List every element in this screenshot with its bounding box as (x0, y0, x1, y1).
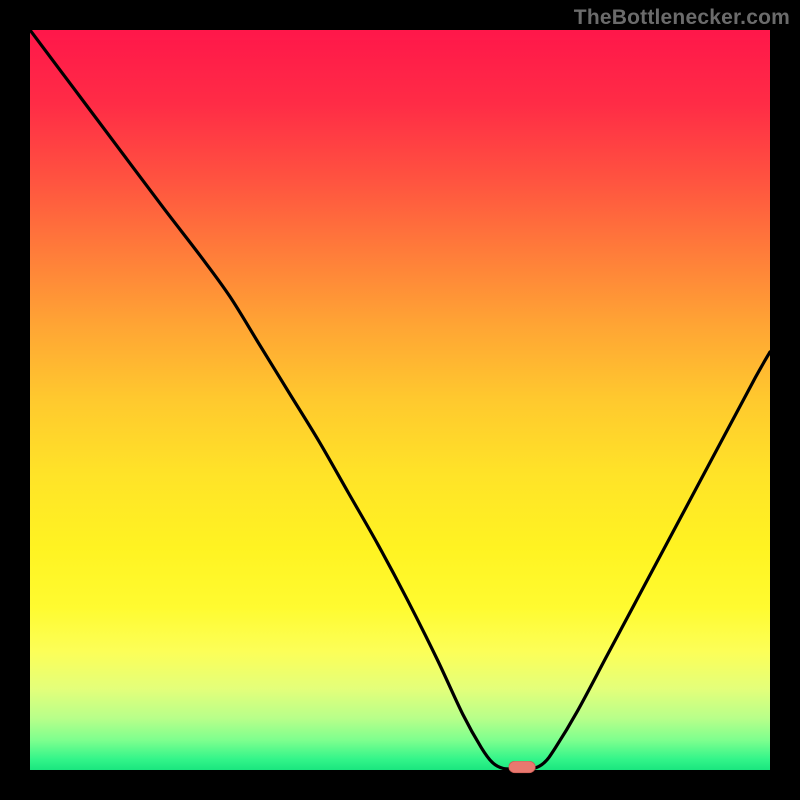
watermark-text: TheBottlenecker.com (574, 6, 790, 30)
optimal-marker (509, 761, 536, 773)
gradient-background (30, 30, 770, 770)
chart-stage: TheBottlenecker.com (0, 0, 800, 800)
plot-area (30, 30, 770, 770)
